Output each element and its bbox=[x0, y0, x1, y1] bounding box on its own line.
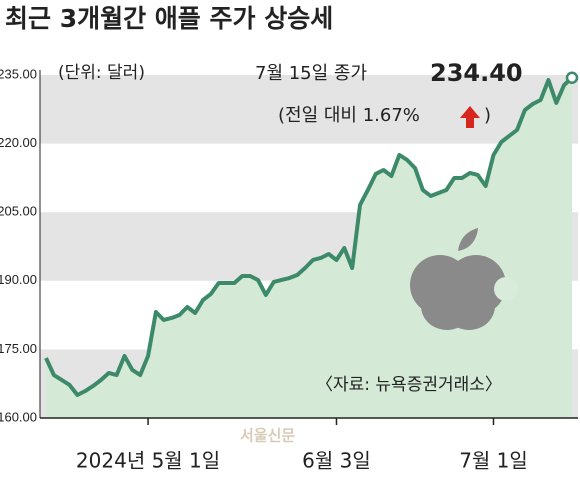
y-tick-label: 190.00 bbox=[0, 272, 37, 287]
source: 〈자료: 뉴욕증권거래소〉 bbox=[316, 375, 502, 395]
unit-label: (단위: 달러) bbox=[58, 63, 145, 83]
watermark: 서울신문 bbox=[240, 427, 295, 445]
change-text: (전일 대비 1.67% bbox=[278, 105, 420, 126]
x-tick-label: 6월 3일 bbox=[302, 449, 371, 473]
grid-band bbox=[40, 75, 578, 144]
close-label: 7월 15일 종가 bbox=[255, 63, 367, 84]
apple-logo bbox=[410, 228, 518, 330]
close-value: 234.40 bbox=[430, 59, 523, 87]
y-tick-label: 160.00 bbox=[0, 409, 37, 424]
price-line bbox=[44, 76, 574, 397]
y-tick-label: 235.00 bbox=[0, 66, 37, 81]
change-close: ) bbox=[484, 105, 491, 126]
y-tick-label: 220.00 bbox=[0, 135, 37, 150]
x-tick-label: 7월 1일 bbox=[459, 449, 528, 473]
up-arrow bbox=[460, 106, 480, 128]
y-tick-label: 205.00 bbox=[0, 204, 37, 219]
y-tick-label: 175.00 bbox=[0, 341, 37, 356]
chart-title: 최근 3개월간 애플 주가 상승세 bbox=[5, 4, 333, 33]
end-marker bbox=[565, 71, 579, 84]
x-tick-label: 2024년 5월 1일 bbox=[76, 449, 220, 473]
area bbox=[46, 77, 572, 418]
